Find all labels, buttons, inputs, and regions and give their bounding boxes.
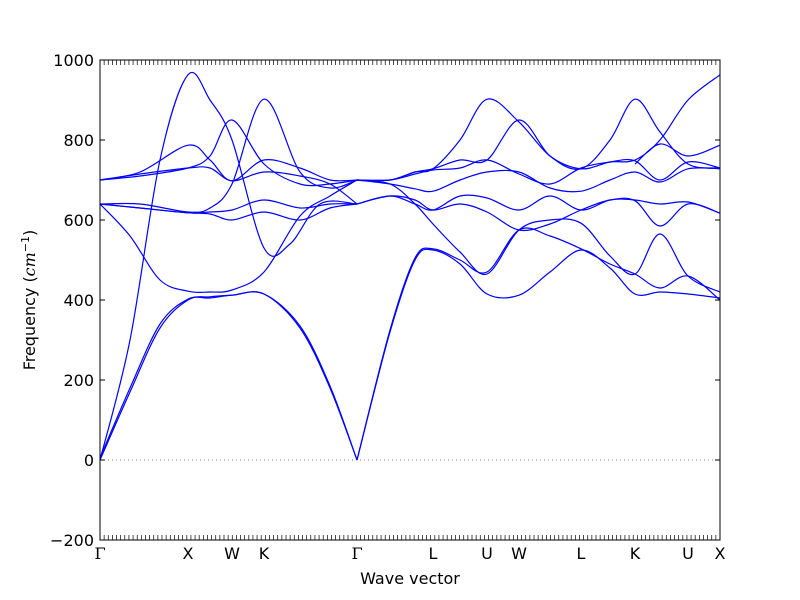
band-line-8 bbox=[99, 166, 358, 205]
k-point-label: K bbox=[630, 544, 641, 563]
y-axis-ticks: −200 0 200 400 600 800 1000 bbox=[50, 51, 720, 550]
plot-frame bbox=[99, 59, 721, 541]
band-line-7 bbox=[99, 144, 358, 182]
k-point-label: X bbox=[183, 544, 194, 563]
k-point-label: W bbox=[511, 544, 527, 563]
k-point-label: U bbox=[682, 544, 694, 563]
band-line-3 bbox=[99, 71, 358, 461]
x-axis-label: Wave vector bbox=[360, 569, 460, 588]
x-minor-ticks bbox=[99, 60, 721, 540]
k-point-label: Γ bbox=[351, 544, 362, 563]
k-point-label: Γ bbox=[94, 544, 105, 563]
k-point-label: L bbox=[429, 544, 438, 563]
y-tick-label: 1000 bbox=[53, 51, 94, 70]
y-axis-label: Frequency (cm−1) bbox=[19, 230, 40, 371]
y-tick-label: −200 bbox=[50, 531, 94, 550]
y-tick-label: 0 bbox=[84, 451, 94, 470]
band-line-14 bbox=[356, 195, 721, 232]
y-tick-label: 400 bbox=[63, 291, 94, 310]
k-point-label: W bbox=[224, 544, 240, 563]
band-line-17 bbox=[356, 158, 721, 185]
k-point-label: K bbox=[259, 544, 270, 563]
y-tick-label: 800 bbox=[63, 131, 94, 150]
band-line-13 bbox=[356, 179, 721, 293]
k-point-label: L bbox=[577, 544, 586, 563]
band-line-20 bbox=[634, 143, 721, 165]
band-line-6 bbox=[99, 119, 358, 187]
y-tick-label: 600 bbox=[63, 211, 94, 230]
band-line-15 bbox=[356, 194, 721, 214]
band-line-18 bbox=[356, 98, 721, 182]
band-line-12 bbox=[356, 227, 721, 461]
band-lines bbox=[99, 71, 721, 461]
band-line-2 bbox=[99, 291, 358, 461]
band-line-16 bbox=[356, 167, 721, 193]
band-line-1 bbox=[99, 291, 358, 461]
k-point-label: U bbox=[481, 544, 493, 563]
band-line-5 bbox=[99, 98, 358, 213]
band-line-10 bbox=[99, 203, 358, 221]
band-line-4 bbox=[99, 179, 358, 294]
y-tick-label: 200 bbox=[63, 371, 94, 390]
k-point-label: X bbox=[715, 544, 726, 563]
band-line-19 bbox=[356, 74, 721, 182]
band-line-11 bbox=[356, 248, 721, 461]
